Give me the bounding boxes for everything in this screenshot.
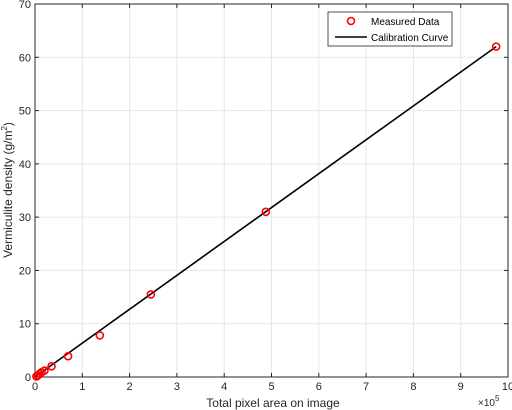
- x-tick-label: 0: [32, 381, 38, 393]
- y-axis-label: Vermiculite density (g/m2): [0, 122, 15, 258]
- y-tick-label: 70: [19, 0, 31, 11]
- axis-ticks: [34, 3, 509, 378]
- measured-data-point: [40, 366, 49, 375]
- legend-label-calibration: Calibration Curve: [371, 33, 449, 44]
- y-tick-label: 0: [25, 372, 31, 384]
- measured-data-point: [63, 351, 73, 361]
- x-tick-label: 8: [410, 381, 416, 393]
- measured-data-point: [261, 207, 271, 217]
- x-tick-label: 1: [79, 381, 85, 393]
- x-tick-label: 5: [268, 381, 274, 393]
- y-tick-label: 50: [19, 106, 31, 118]
- measured-data-point: [47, 362, 56, 371]
- x-tick-label: 3: [174, 381, 180, 393]
- measured-data-point: [95, 331, 105, 340]
- x-tick-label: 10: [502, 381, 512, 393]
- y-tick-label: 10: [19, 319, 31, 331]
- x-tick-labels: 0 1 2 3 4 5 6 7 8 9 10: [32, 381, 512, 393]
- x-tick-label: 4: [221, 381, 227, 393]
- legend-label-measured: Measured Data: [371, 17, 440, 28]
- legend-marker-measured: [346, 16, 356, 26]
- y-tick-label: 30: [19, 212, 31, 224]
- y-tick-label: 40: [19, 159, 31, 171]
- x-tick-label: 2: [127, 381, 133, 393]
- x-exponent-base: ×10: [478, 398, 495, 409]
- x-tick-label: 6: [316, 381, 322, 393]
- x-axis-exponent: ×105: [478, 394, 500, 409]
- measured-data-layer: [32, 42, 501, 381]
- y-axis-label-close: ): [1, 122, 15, 126]
- y-tick-label: 20: [19, 265, 31, 277]
- x-tick-label: 7: [363, 381, 369, 393]
- y-tick-label: 60: [19, 52, 31, 64]
- grid-lines: [34, 3, 509, 378]
- x-exponent-power: 5: [495, 394, 500, 403]
- x-tick-label: 9: [458, 381, 464, 393]
- y-axis-label-sup: 2: [0, 126, 9, 131]
- measured-data-point: [491, 42, 501, 51]
- y-tick-labels: 0 10 20 30 40 50 60 70: [19, 0, 31, 384]
- x-axis-label: Total pixel area on image: [206, 396, 340, 410]
- measured-data-point: [146, 290, 156, 299]
- legend: Measured Data Calibration Curve: [327, 11, 453, 47]
- calibration-curve-layer: [34, 45, 497, 378]
- calibration-curve-line: [34, 45, 497, 378]
- y-axis-label-main: Vermiculite density (g/m: [1, 131, 15, 258]
